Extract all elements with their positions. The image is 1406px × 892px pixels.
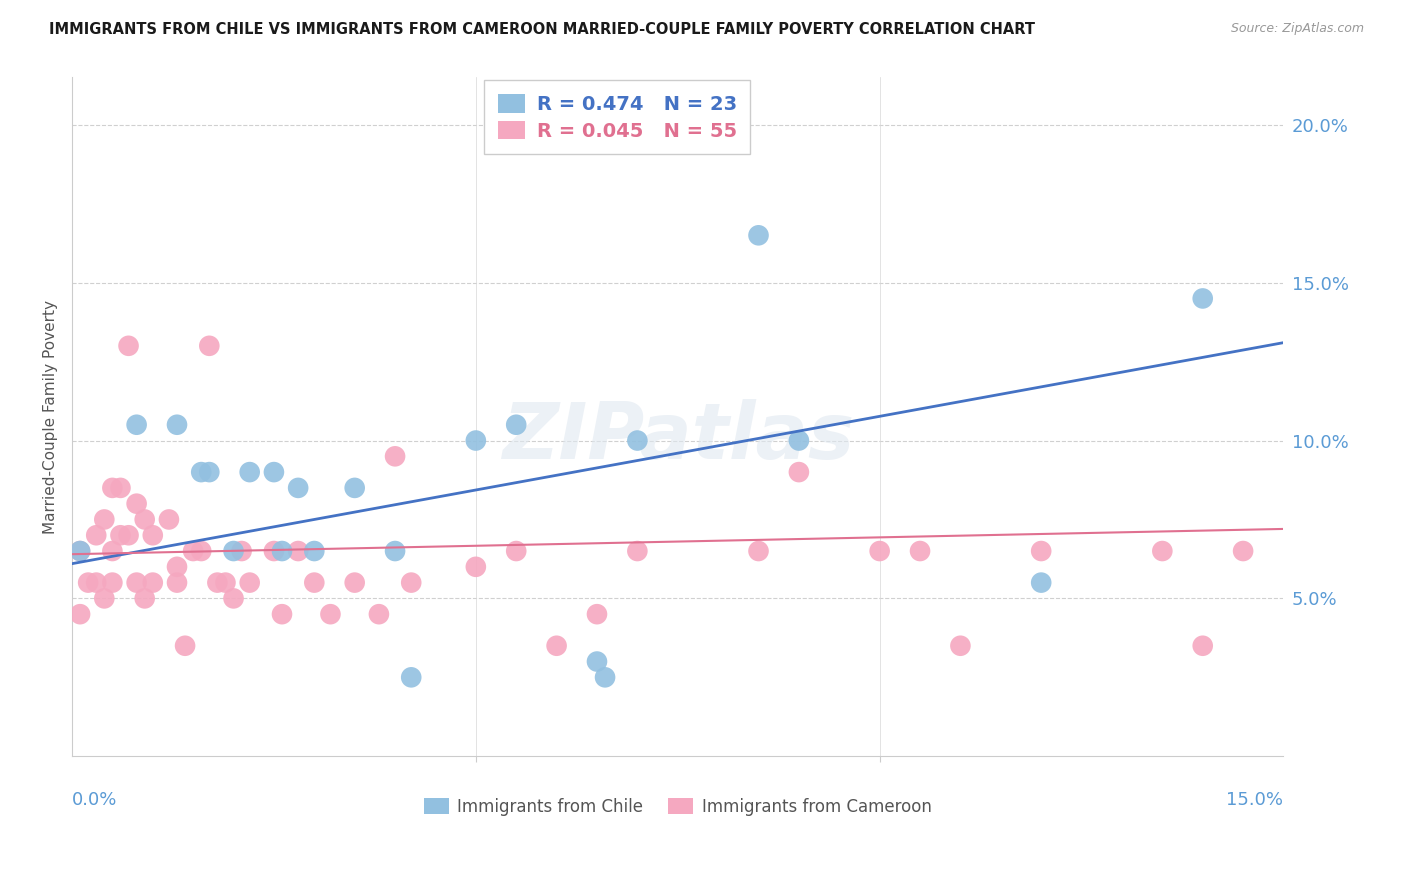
Point xyxy=(1031,544,1053,558)
Point xyxy=(117,528,139,542)
Point xyxy=(787,465,810,479)
Point xyxy=(222,591,245,606)
Point xyxy=(198,465,221,479)
Point xyxy=(546,639,568,653)
Text: 15.0%: 15.0% xyxy=(1226,791,1284,809)
Point xyxy=(384,544,406,558)
Text: ZIPatlas: ZIPatlas xyxy=(502,400,853,475)
Point xyxy=(586,655,609,669)
Point xyxy=(1152,544,1174,558)
Point xyxy=(214,575,236,590)
Point xyxy=(626,434,648,448)
Point xyxy=(69,544,91,558)
Point xyxy=(166,575,188,590)
Point xyxy=(174,639,197,653)
Point xyxy=(1232,544,1254,558)
Point xyxy=(593,670,616,684)
Point xyxy=(101,481,124,495)
Point xyxy=(239,465,262,479)
Point xyxy=(787,434,810,448)
Point xyxy=(464,434,486,448)
Point xyxy=(263,465,285,479)
Point xyxy=(287,481,309,495)
Point xyxy=(505,417,527,432)
Point xyxy=(949,639,972,653)
Point xyxy=(198,339,221,353)
Y-axis label: Married-Couple Family Poverty: Married-Couple Family Poverty xyxy=(44,300,58,533)
Point xyxy=(626,544,648,558)
Point xyxy=(239,575,262,590)
Point xyxy=(93,591,115,606)
Text: Source: ZipAtlas.com: Source: ZipAtlas.com xyxy=(1230,22,1364,36)
Point xyxy=(399,670,422,684)
Point xyxy=(747,228,769,243)
Point xyxy=(101,544,124,558)
Point xyxy=(263,544,285,558)
Point xyxy=(1191,292,1213,306)
Point xyxy=(287,544,309,558)
Text: 0.0%: 0.0% xyxy=(72,791,117,809)
Point xyxy=(166,559,188,574)
Point xyxy=(125,575,148,590)
Legend: Immigrants from Chile, Immigrants from Cameroon: Immigrants from Chile, Immigrants from C… xyxy=(418,791,938,822)
Point xyxy=(505,544,527,558)
Point xyxy=(231,544,253,558)
Point xyxy=(77,575,100,590)
Point xyxy=(101,575,124,590)
Point xyxy=(190,465,212,479)
Point xyxy=(125,417,148,432)
Point xyxy=(869,544,891,558)
Point xyxy=(1191,639,1213,653)
Point xyxy=(125,497,148,511)
Point xyxy=(207,575,229,590)
Point xyxy=(319,607,342,622)
Point xyxy=(399,575,422,590)
Point xyxy=(271,607,294,622)
Point xyxy=(134,512,156,526)
Point xyxy=(343,575,366,590)
Point xyxy=(110,481,132,495)
Point xyxy=(384,450,406,464)
Point xyxy=(1031,575,1053,590)
Point xyxy=(84,575,107,590)
Point xyxy=(367,607,389,622)
Point xyxy=(747,544,769,558)
Point xyxy=(343,481,366,495)
Point xyxy=(69,544,91,558)
Point xyxy=(142,575,165,590)
Point xyxy=(142,528,165,542)
Point xyxy=(93,512,115,526)
Text: IMMIGRANTS FROM CHILE VS IMMIGRANTS FROM CAMEROON MARRIED-COUPLE FAMILY POVERTY : IMMIGRANTS FROM CHILE VS IMMIGRANTS FROM… xyxy=(49,22,1035,37)
Point xyxy=(84,528,107,542)
Point xyxy=(110,528,132,542)
Point xyxy=(464,559,486,574)
Point xyxy=(134,591,156,606)
Point xyxy=(190,544,212,558)
Point xyxy=(271,544,294,558)
Point xyxy=(222,544,245,558)
Point xyxy=(304,544,326,558)
Point xyxy=(166,417,188,432)
Point xyxy=(304,575,326,590)
Point xyxy=(586,607,609,622)
Point xyxy=(117,339,139,353)
Point xyxy=(181,544,204,558)
Point xyxy=(908,544,931,558)
Point xyxy=(157,512,180,526)
Point xyxy=(69,607,91,622)
